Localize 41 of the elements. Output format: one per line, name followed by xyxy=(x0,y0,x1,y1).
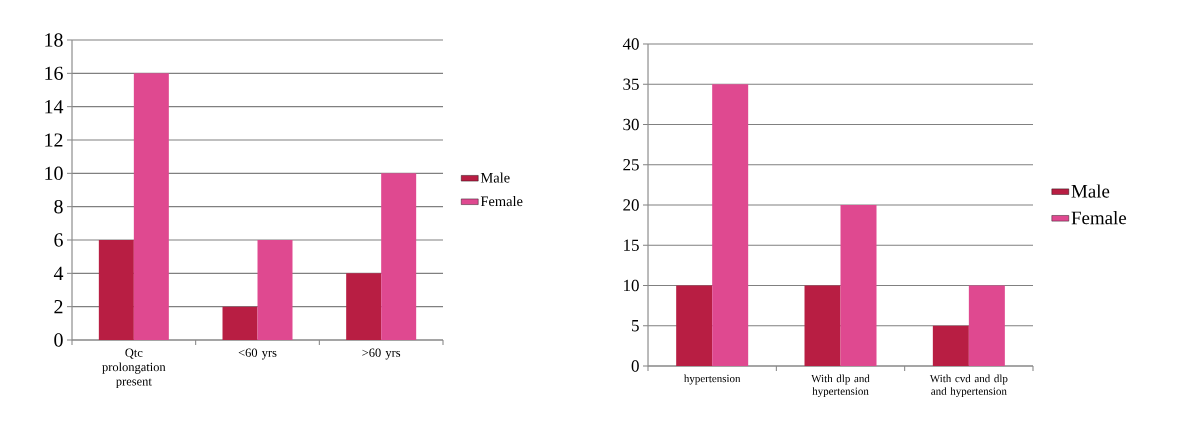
y-tick-label: 35 xyxy=(623,78,639,90)
bar xyxy=(840,205,877,366)
bar xyxy=(804,285,841,366)
y-tick-label: 6 xyxy=(54,233,63,247)
bar xyxy=(676,285,713,366)
y-tick-label: 0 xyxy=(54,333,63,347)
y-tick-label: 4 xyxy=(53,266,64,280)
bar xyxy=(133,73,169,340)
y-tick-label: 8 xyxy=(54,199,63,214)
y-tick-label: 20 xyxy=(623,199,639,211)
y-tick-label: 10 xyxy=(624,279,639,292)
bar xyxy=(346,273,382,340)
y-tick-label: 30 xyxy=(623,118,639,131)
bar xyxy=(98,240,134,340)
bar xyxy=(712,84,749,366)
bar xyxy=(381,173,417,340)
y-tick-label: 25 xyxy=(623,159,639,171)
bar xyxy=(968,285,1005,366)
y-tick-label: 12 xyxy=(45,133,63,147)
y-tick-label: 15 xyxy=(624,239,639,251)
y-tick-label: 10 xyxy=(45,166,63,181)
legend-label: Female xyxy=(480,195,523,207)
x-tick-label: >60 yrs xyxy=(362,348,401,360)
x-tick-label: With cvd and dlp and hypertension xyxy=(929,374,1008,398)
x-tick-label: hypertension xyxy=(683,374,741,385)
y-tick-label: 2 xyxy=(54,300,63,314)
x-tick-label: Qtc prolongation present xyxy=(102,348,166,389)
x-tick-label: <60 yrs xyxy=(238,348,277,360)
y-tick-label: 16 xyxy=(45,66,63,81)
y-tick-label: 18 xyxy=(45,33,63,47)
y-tick-label: 5 xyxy=(632,320,639,332)
legend-label: Male xyxy=(1071,184,1110,198)
y-tick-label: 0 xyxy=(631,360,639,372)
bar xyxy=(222,306,258,340)
legend-label: Female xyxy=(1071,211,1127,225)
bar xyxy=(257,240,293,340)
y-tick-label: 40 xyxy=(622,38,639,50)
bar xyxy=(932,325,969,366)
y-tick-label: 14 xyxy=(45,100,64,114)
legend-label: Male xyxy=(480,172,510,183)
x-tick-label: With dlp and hypertension xyxy=(811,374,870,398)
